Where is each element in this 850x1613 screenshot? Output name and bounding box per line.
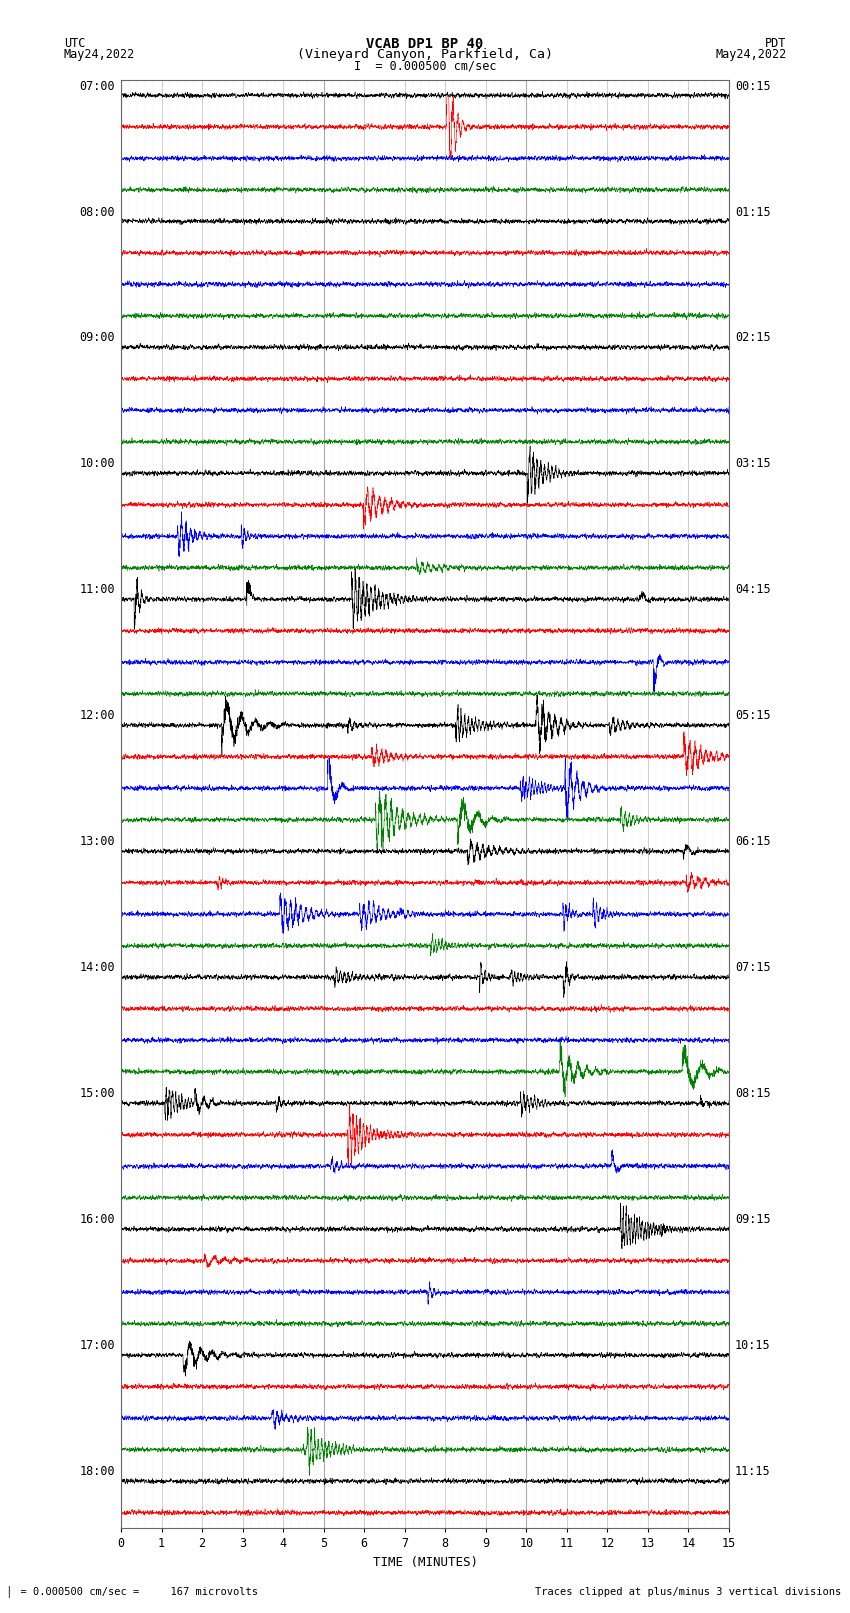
Text: ▏ = 0.000500 cm/sec =     167 microvolts: ▏ = 0.000500 cm/sec = 167 microvolts bbox=[8, 1586, 258, 1597]
Text: 08:15: 08:15 bbox=[735, 1087, 771, 1100]
Text: 01:15: 01:15 bbox=[735, 205, 771, 218]
Text: 09:15: 09:15 bbox=[735, 1213, 771, 1226]
Text: UTC: UTC bbox=[64, 37, 85, 50]
Text: VCAB DP1 BP 40: VCAB DP1 BP 40 bbox=[366, 37, 484, 52]
Text: 16:00: 16:00 bbox=[79, 1213, 115, 1226]
Text: May24,2022: May24,2022 bbox=[64, 48, 135, 61]
Text: May24,2022: May24,2022 bbox=[715, 48, 786, 61]
Text: 00:15: 00:15 bbox=[735, 79, 771, 92]
Text: 10:15: 10:15 bbox=[735, 1339, 771, 1352]
Text: 03:15: 03:15 bbox=[735, 458, 771, 471]
Text: 13:00: 13:00 bbox=[79, 836, 115, 848]
Text: 09:00: 09:00 bbox=[79, 332, 115, 345]
Text: 05:15: 05:15 bbox=[735, 710, 771, 723]
Text: 06:15: 06:15 bbox=[735, 836, 771, 848]
Text: 08:00: 08:00 bbox=[79, 205, 115, 218]
Text: 02:15: 02:15 bbox=[735, 332, 771, 345]
Text: 15:00: 15:00 bbox=[79, 1087, 115, 1100]
Text: (Vineyard Canyon, Parkfield, Ca): (Vineyard Canyon, Parkfield, Ca) bbox=[297, 48, 553, 61]
Text: 12:00: 12:00 bbox=[79, 710, 115, 723]
Text: 14:00: 14:00 bbox=[79, 961, 115, 974]
Text: 04:15: 04:15 bbox=[735, 584, 771, 597]
Text: I  = 0.000500 cm/sec: I = 0.000500 cm/sec bbox=[354, 60, 496, 73]
X-axis label: TIME (MINUTES): TIME (MINUTES) bbox=[372, 1557, 478, 1569]
Text: Traces clipped at plus/minus 3 vertical divisions: Traces clipped at plus/minus 3 vertical … bbox=[536, 1587, 842, 1597]
Text: 10:00: 10:00 bbox=[79, 458, 115, 471]
Text: 07:00: 07:00 bbox=[79, 79, 115, 92]
Text: 17:00: 17:00 bbox=[79, 1339, 115, 1352]
Text: 11:00: 11:00 bbox=[79, 584, 115, 597]
Text: PDT: PDT bbox=[765, 37, 786, 50]
Text: 11:15: 11:15 bbox=[735, 1465, 771, 1479]
Text: 07:15: 07:15 bbox=[735, 961, 771, 974]
Text: 18:00: 18:00 bbox=[79, 1465, 115, 1479]
